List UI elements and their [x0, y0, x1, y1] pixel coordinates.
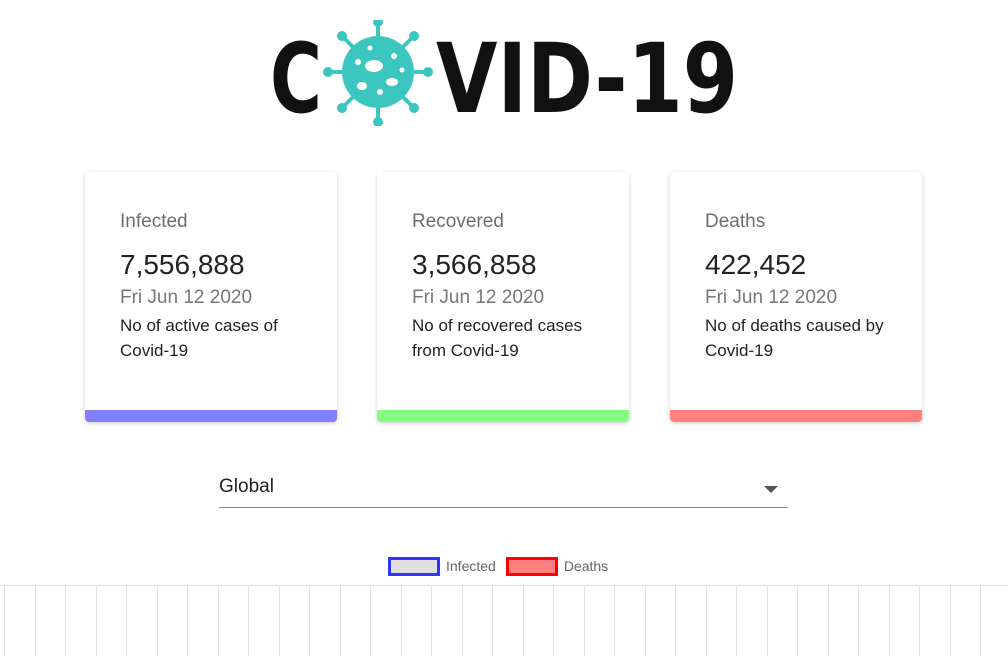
card-title: Recovered [412, 211, 504, 232]
line-chart-area [0, 585, 1008, 656]
virus-icon [323, 20, 433, 126]
chart-grid [0, 585, 1008, 656]
legend-label-infected: Infected [446, 558, 496, 574]
card-description: No of deaths caused by Covid-19 [705, 316, 884, 360]
logo-letter-c: C [270, 23, 322, 126]
deaths-card: Deaths 422,452 Fri Jun 12 2020 No of dea… [670, 172, 922, 422]
card-color-bar [377, 410, 629, 422]
card-value: 422,452 [705, 249, 807, 280]
country-select[interactable]: Global [219, 470, 788, 508]
legend-item-deaths[interactable]: Deaths [505, 556, 609, 576]
legend-item-infected[interactable]: Infected [388, 556, 496, 576]
card-title: Deaths [705, 211, 766, 232]
card-color-bar [670, 410, 922, 422]
dropdown-arrow-icon[interactable] [764, 486, 778, 493]
logo-text-vid19: VID-19 [436, 23, 738, 126]
card-date: Fri Jun 12 2020 [705, 287, 838, 308]
country-select-value: Global [219, 476, 274, 497]
recovered-card: Recovered 3,566,858 Fri Jun 12 2020 No o… [377, 172, 629, 422]
card-date: Fri Jun 12 2020 [412, 287, 545, 308]
legend-swatch-deaths [505, 556, 558, 576]
legend-label-deaths: Deaths [563, 558, 609, 574]
card-title: Infected [120, 211, 188, 232]
card-color-bar [85, 410, 337, 422]
chart-legend: Infected Deaths [388, 556, 618, 576]
card-description: No of active cases of Covid-19 [120, 316, 278, 360]
card-description: No of recovered cases from Covid-19 [412, 316, 583, 360]
card-date: Fri Jun 12 2020 [120, 287, 253, 308]
legend-swatch-infected [388, 556, 440, 576]
card-value: 7,556,888 [120, 249, 245, 280]
card-value: 3,566,858 [412, 249, 537, 280]
infected-card: Infected 7,556,888 Fri Jun 12 2020 No of… [85, 172, 337, 422]
covid-19-logo: C [270, 20, 740, 126]
